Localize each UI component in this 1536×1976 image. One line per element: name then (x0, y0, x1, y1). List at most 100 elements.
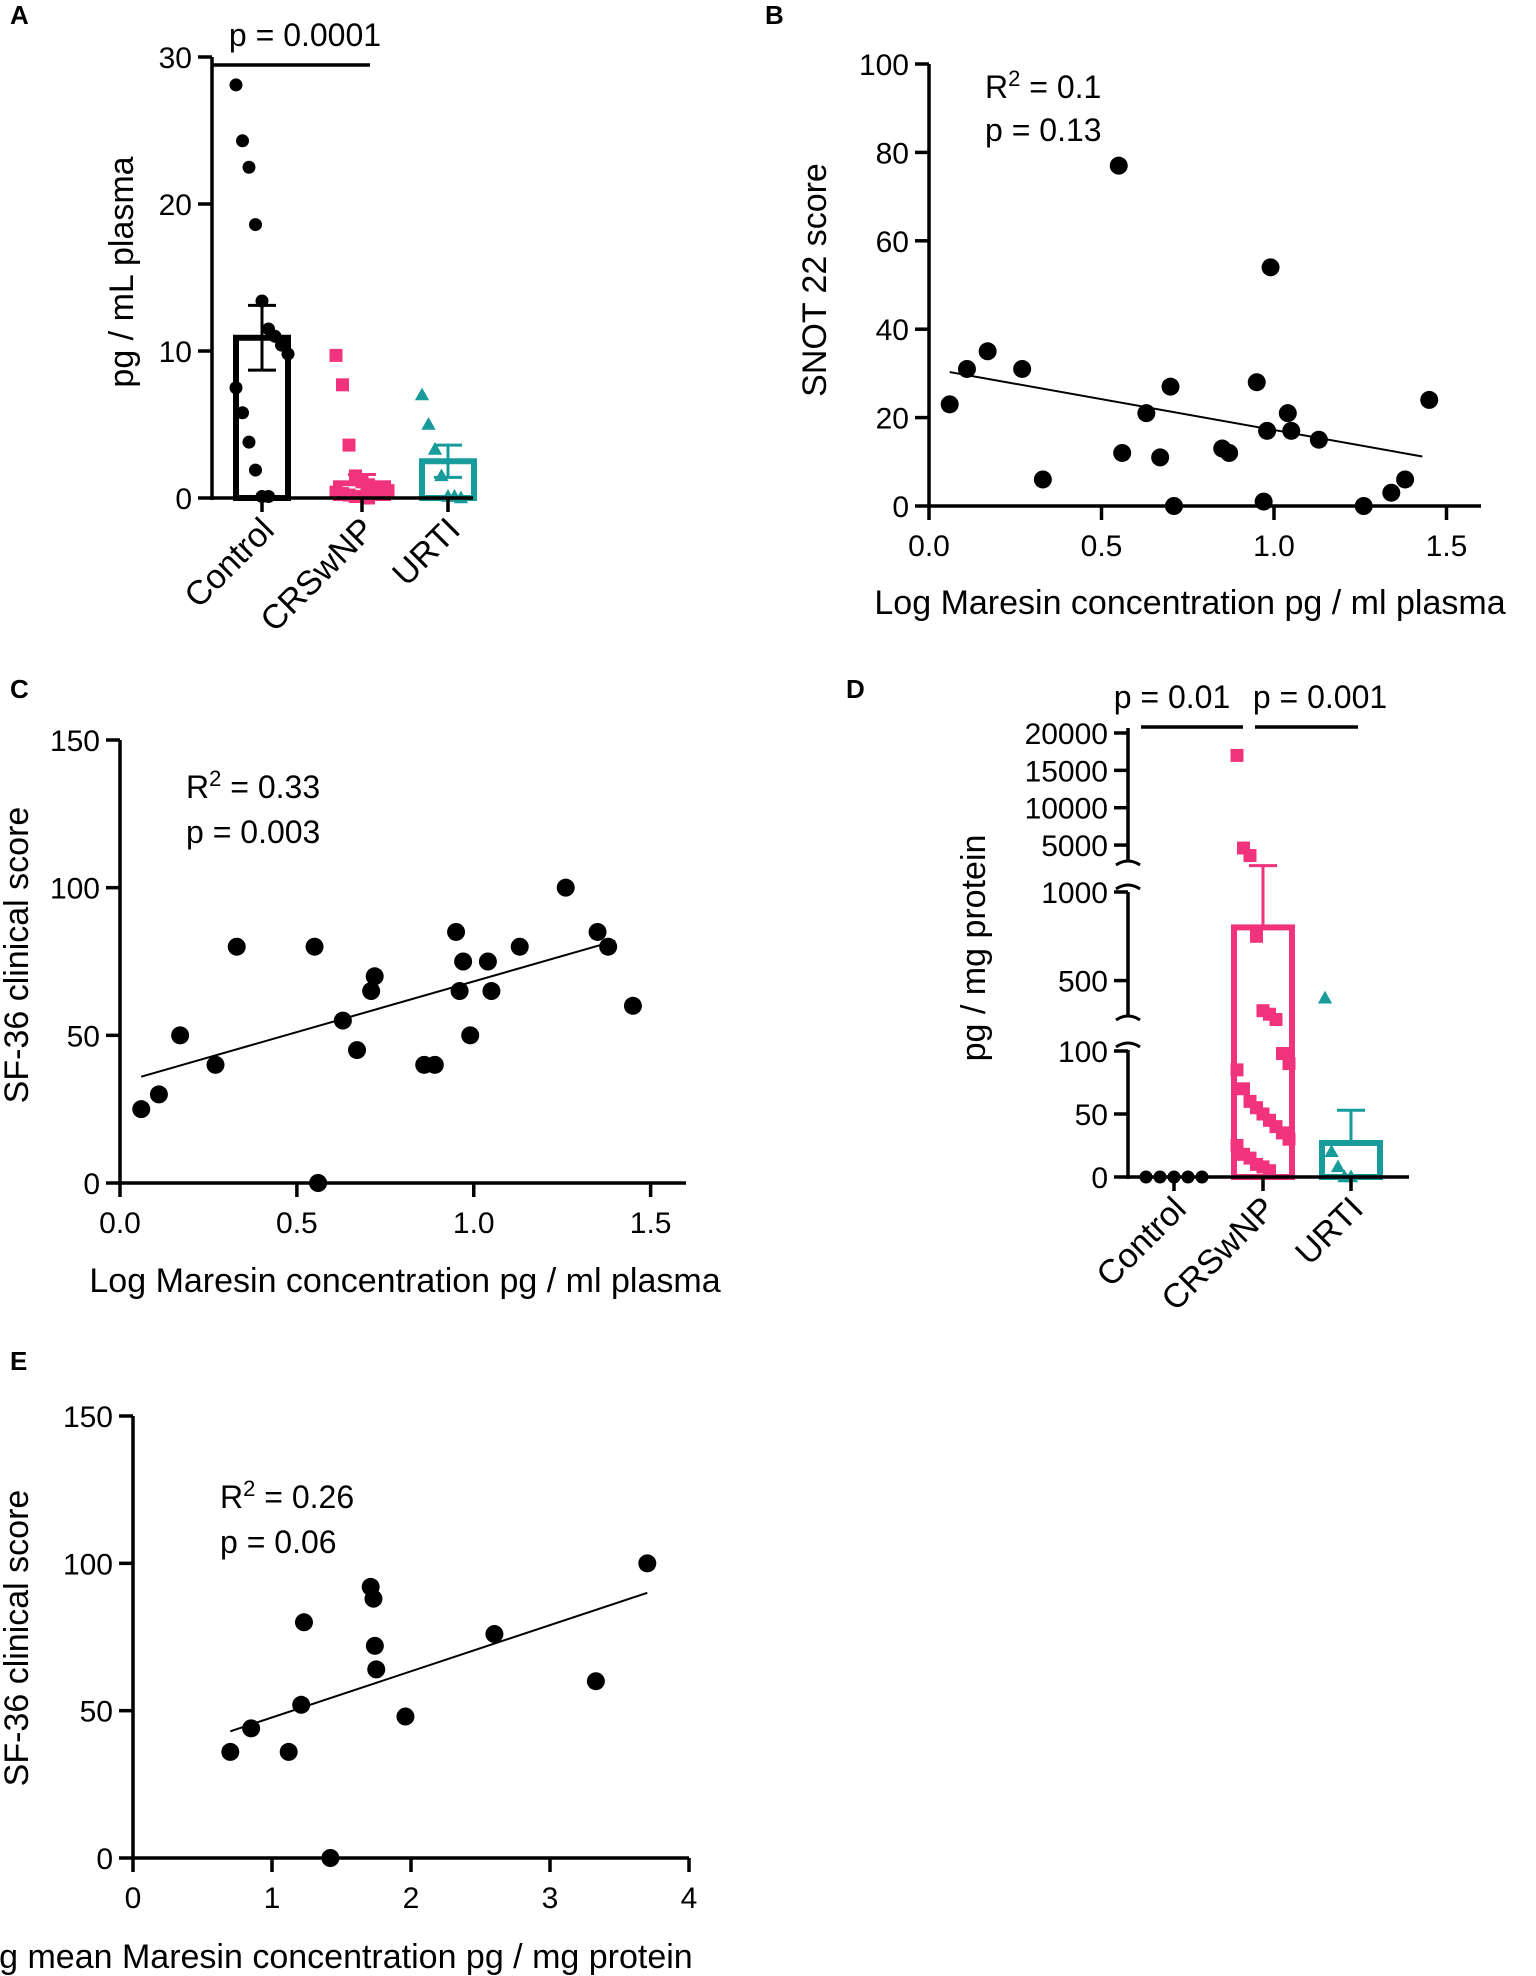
x-tick-label: 0 (125, 1882, 142, 1915)
panel-label-b: B (765, 0, 784, 30)
data-point (450, 982, 469, 1001)
data-point (1282, 1057, 1296, 1071)
y-tick-label: 10000 (1025, 793, 1108, 826)
axis-break-d1 (1115, 859, 1141, 891)
y-tick-label: 80 (876, 137, 909, 170)
y-tick-label: 150 (63, 1401, 113, 1434)
y-tick-label: 5000 (1041, 830, 1108, 863)
y-tick-label: 0 (175, 483, 192, 516)
x-tick-label: 0.0 (908, 530, 950, 563)
data-point (1282, 421, 1301, 440)
x-axis-label-b: Log Maresin concentration pg / ml plasma (874, 584, 1505, 622)
data-point (365, 1636, 384, 1655)
data-point (227, 937, 246, 956)
data-point (333, 1011, 352, 1030)
p-value-annotation-d2: p = 0.001 (1253, 679, 1387, 715)
y-tick-label: 150 (50, 725, 100, 758)
data-point (1324, 1144, 1339, 1157)
p-value-annotation-c: p = 0.003 (186, 814, 320, 850)
y-tick-label: 20000 (1025, 718, 1108, 751)
y-tick-label: 30 (159, 42, 192, 75)
data-point (1137, 404, 1156, 423)
x-tick-label: 1.5 (1426, 530, 1468, 563)
panel-label-e: E (10, 1346, 27, 1376)
data-point (957, 359, 976, 378)
y-tick-label: 60 (876, 226, 909, 259)
y-tick-label: 0 (1091, 1162, 1108, 1195)
r-symbol: R (186, 769, 209, 805)
data-point (1230, 748, 1244, 762)
x-tick-label: 0.5 (1081, 530, 1123, 563)
panel-b: B SNOT 22 score Log Maresin concentratio… (765, 0, 1506, 622)
x-tick-label: 3 (542, 1882, 559, 1915)
data-point (305, 937, 324, 956)
data-point (236, 134, 249, 148)
data-point (229, 78, 243, 92)
data-point (482, 982, 501, 1001)
data-point (206, 1055, 225, 1074)
data-point (1254, 492, 1273, 511)
data-point (1317, 990, 1333, 1004)
regression-line (949, 371, 1423, 458)
data-point (940, 395, 959, 414)
data-point (348, 1041, 367, 1060)
data-point (242, 435, 256, 449)
y-tick-label: 10 (159, 336, 192, 369)
r-symbol: R (985, 69, 1008, 105)
y-tick-label: 0 (96, 1843, 113, 1876)
data-point (588, 922, 607, 941)
data-point (364, 1589, 383, 1608)
y-tick-label: 100 (50, 873, 100, 906)
y-tick-label: 50 (80, 1696, 113, 1729)
panel-label-c: C (10, 674, 29, 704)
r-squared-annotation-e: R2 = 0.26 (220, 1476, 354, 1515)
data-point (365, 967, 384, 986)
data-point (1382, 483, 1401, 502)
y-tick-label: 20 (876, 403, 909, 436)
panel-d: D pg / mg protein p = 0.01 p = 0.001 0 50… (846, 674, 1409, 1318)
data-point (292, 1695, 311, 1714)
y-axis-label-a: pg / mL plasma (103, 156, 141, 387)
data-point (1282, 1132, 1296, 1146)
data-point (1258, 421, 1277, 440)
y-tick-label: 40 (876, 314, 909, 347)
data-point (1151, 448, 1170, 467)
data-point (1247, 373, 1266, 392)
p-value-annotation-a: p = 0.0001 (229, 17, 381, 53)
p-value-annotation-e: p = 0.06 (220, 1524, 337, 1560)
axis-break-d2 (1115, 1014, 1141, 1049)
panel-c: C SF-36 clinical score Log Maresin conce… (0, 674, 721, 1300)
x-tick-label: 4 (681, 1882, 698, 1915)
y-tick-label: 500 (1058, 966, 1108, 999)
y-tick-label: 15000 (1025, 755, 1108, 788)
data-point (336, 378, 349, 392)
data-point (1250, 929, 1263, 943)
data-point (478, 952, 497, 971)
data-point (434, 468, 449, 482)
r-squared-value: = 0.26 (255, 1479, 354, 1515)
data-point (454, 952, 473, 971)
category-label: URTI (1288, 1190, 1371, 1273)
p-value-annotation-d1: p = 0.01 (1114, 679, 1231, 715)
y-tick-label: 1000 (1041, 877, 1108, 910)
r-superscript: 2 (243, 1476, 255, 1501)
y-tick-label: 0 (83, 1168, 100, 1201)
data-point (1237, 1082, 1250, 1096)
regression-line (229, 1591, 648, 1733)
panel-label-d: D (846, 674, 865, 704)
data-point (1243, 849, 1257, 863)
data-point (638, 1554, 657, 1573)
data-point (485, 1625, 504, 1644)
data-point (381, 484, 395, 498)
y-tick-label: 0 (892, 491, 909, 524)
x-axis-label-c: Log Maresin concentration pg / ml plasma (89, 1262, 720, 1300)
x-axis-label-e: Log mean Maresin concentration pg / mg p… (0, 1938, 693, 1976)
data-point (1033, 470, 1052, 489)
data-point (236, 406, 249, 420)
data-point (1276, 1047, 1289, 1061)
r-superscript: 2 (1008, 66, 1020, 91)
regression-line (140, 939, 616, 1078)
y-tick-label: 100 (1058, 1036, 1108, 1069)
y-tick-label: 50 (67, 1020, 100, 1053)
